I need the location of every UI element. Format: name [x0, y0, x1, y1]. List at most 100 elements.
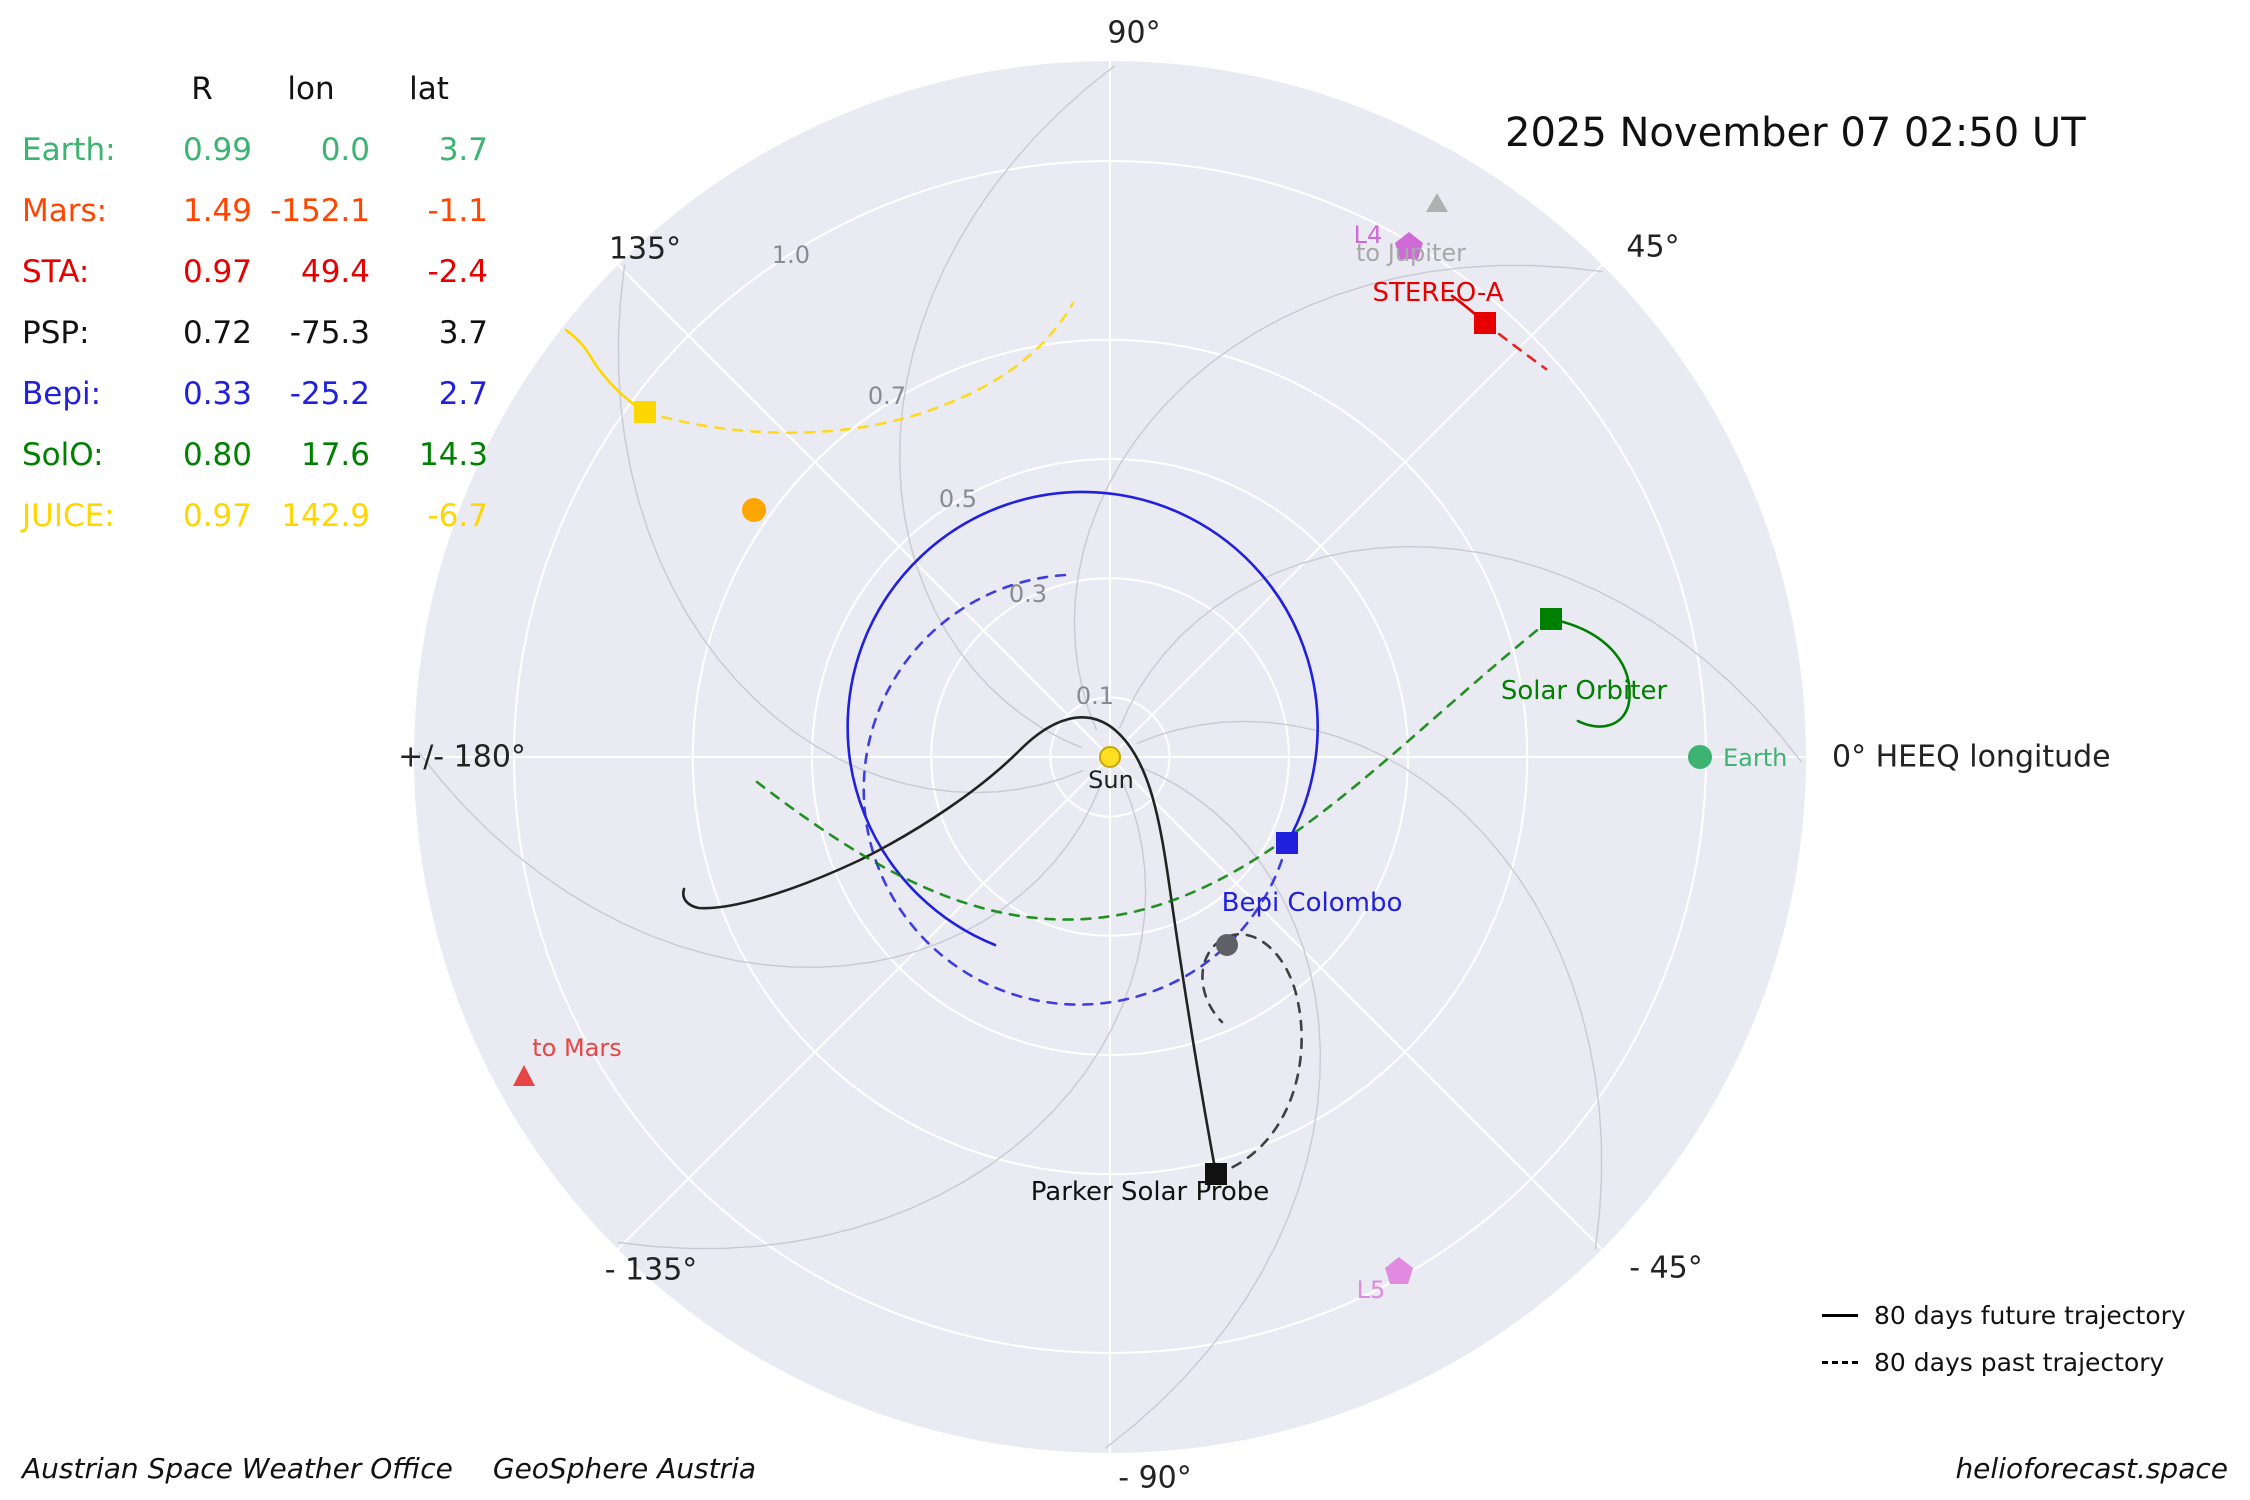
table-row-earth: Earth: 0.99 0.0 3.7	[22, 119, 488, 180]
ring-label-1-0: 1.0	[772, 241, 810, 269]
bepi-future-trajectory	[846, 490, 1319, 947]
sun-marker	[1099, 746, 1121, 768]
solo-future-trajectory	[1549, 617, 1631, 728]
table-row-sta: STA: 0.97 49.4 -2.4	[22, 241, 488, 302]
footer-left: Austrian Space Weather Office GeoSphere A…	[22, 1452, 756, 1485]
solid-line-icon	[1822, 1314, 1858, 1317]
table-row-psp: PSP: 0.72 -75.3 3.7	[22, 302, 488, 363]
footer-org2: GeoSphere Austria	[492, 1452, 757, 1485]
row-r: 0.99	[182, 131, 252, 168]
stereo-a-label: STEREO-A	[1372, 278, 1503, 308]
earth-label: Earth	[1723, 744, 1787, 772]
solar-orbiter-marker	[1540, 608, 1562, 630]
l4-pentagon-icon	[1395, 232, 1423, 259]
row-r: 0.72	[182, 314, 252, 351]
position-table: R lon lat Earth: 0.99 0.0 3.7 Mars: 1.49…	[22, 58, 488, 546]
solo-past-trajectory	[755, 617, 1553, 921]
to-mars-label: to Mars	[532, 1034, 622, 1062]
bepi-past-trajectory	[862, 573, 1289, 1006]
polar-grid	[414, 61, 1806, 1453]
to-jupiter-label: to Jupiter	[1356, 239, 1466, 267]
table-header-row: R lon lat	[22, 58, 488, 119]
juice-past-trajectory	[643, 301, 1075, 435]
table-header-r: R	[191, 70, 213, 107]
ring-label-0-3: 0.3	[1009, 580, 1047, 608]
row-label: SolO:	[22, 436, 104, 473]
table-row-juice: JUICE: 0.97 142.9 -6.7	[22, 485, 488, 546]
angle-label-0-heeq: 0° HEEQ longitude	[1832, 739, 2111, 775]
venus-marker	[742, 498, 766, 522]
juice-future-trajectory	[564, 328, 647, 414]
angle-label-90: 90°	[1107, 15, 1161, 51]
row-label: JUICE:	[22, 497, 115, 534]
l5-label: L5	[1357, 1276, 1386, 1304]
dashed-line-icon	[1822, 1361, 1858, 1364]
page-title-datetime: 2025 November 07 02:50 UT	[1505, 110, 2086, 156]
trajectory-legend: 80 days future trajectory 80 days past t…	[1822, 1292, 2186, 1386]
legend-past-row: 80 days past trajectory	[1822, 1339, 2186, 1386]
ring-label-0-5: 0.5	[939, 485, 977, 513]
l4-label: L4	[1354, 221, 1383, 249]
row-lon: 142.9	[281, 497, 370, 534]
mercury-marker	[1216, 934, 1238, 956]
parker-solar-probe-marker	[1205, 1163, 1227, 1185]
solar-orbiter-label: Solar Orbiter	[1501, 676, 1668, 706]
row-r: 0.80	[182, 436, 252, 473]
row-lat: 14.3	[418, 436, 488, 473]
row-label: PSP:	[22, 314, 90, 351]
angle-label-minus135: - 135°	[604, 1252, 698, 1288]
table-row-bepi: Bepi: 0.33 -25.2 2.7	[22, 363, 488, 424]
row-r: 1.49	[182, 192, 252, 229]
row-lon: 0.0	[320, 131, 370, 168]
row-lon: -25.2	[289, 375, 370, 412]
bepi-colombo-label: Bepi Colombo	[1222, 888, 1403, 918]
row-lat: 2.7	[438, 375, 488, 412]
ring-label-0-7: 0.7	[868, 382, 906, 410]
row-label: Bepi:	[22, 375, 102, 412]
psp-future-trajectory	[682, 716, 1218, 1176]
psp-past-trajectory	[1201, 933, 1303, 1176]
row-label: Mars:	[22, 192, 108, 229]
bepi-colombo-marker	[1276, 832, 1298, 854]
row-lat: -6.7	[427, 497, 489, 534]
row-lon: -152.1	[270, 192, 370, 229]
footer-website: helioforecast.space	[1955, 1452, 2228, 1485]
legend-past-label: 80 days past trajectory	[1874, 1348, 2165, 1377]
stereo-a-marker	[1474, 312, 1496, 334]
juice-marker	[634, 401, 656, 423]
angle-label-135: 135°	[608, 231, 682, 267]
row-lon: 49.4	[300, 253, 370, 290]
row-lat: -2.4	[427, 253, 489, 290]
row-r: 0.33	[182, 375, 252, 412]
to-mars-triangle-icon	[513, 1065, 535, 1086]
to-jupiter-triangle-icon	[1426, 193, 1448, 212]
row-lon: -75.3	[289, 314, 370, 351]
table-row-solo: SolO: 0.80 17.6 14.3	[22, 424, 488, 485]
parker-solar-probe-label: Parker Solar Probe	[1031, 1177, 1269, 1207]
table-header-lat: lat	[409, 70, 449, 107]
row-label: STA:	[22, 253, 90, 290]
row-lat: 3.7	[438, 131, 488, 168]
row-r: 0.97	[182, 253, 252, 290]
legend-future-label: 80 days future trajectory	[1874, 1301, 2186, 1330]
sun-label: Sun	[1088, 766, 1134, 794]
row-lat: 3.7	[438, 314, 488, 351]
angle-label-45: 45°	[1626, 229, 1680, 265]
angle-label-minus90: - 90°	[1118, 1460, 1192, 1496]
row-lat: -1.1	[427, 192, 489, 229]
angle-label-minus45: - 45°	[1629, 1250, 1703, 1286]
row-lon: 17.6	[300, 436, 370, 473]
row-r: 0.97	[182, 497, 252, 534]
table-header-lon: lon	[287, 70, 335, 107]
table-row-mars: Mars: 1.49 -152.1 -1.1	[22, 180, 488, 241]
ring-label-0-1: 0.1	[1076, 682, 1114, 710]
parker-spiral-lines	[418, 65, 1802, 1449]
l5-pentagon-icon	[1385, 1257, 1413, 1284]
legend-future-row: 80 days future trajectory	[1822, 1292, 2186, 1339]
row-label: Earth:	[22, 131, 116, 168]
earth-marker	[1688, 745, 1712, 769]
footer-org: Austrian Space Weather Office	[22, 1452, 453, 1485]
angle-label-180: +/- 180°	[398, 739, 526, 775]
